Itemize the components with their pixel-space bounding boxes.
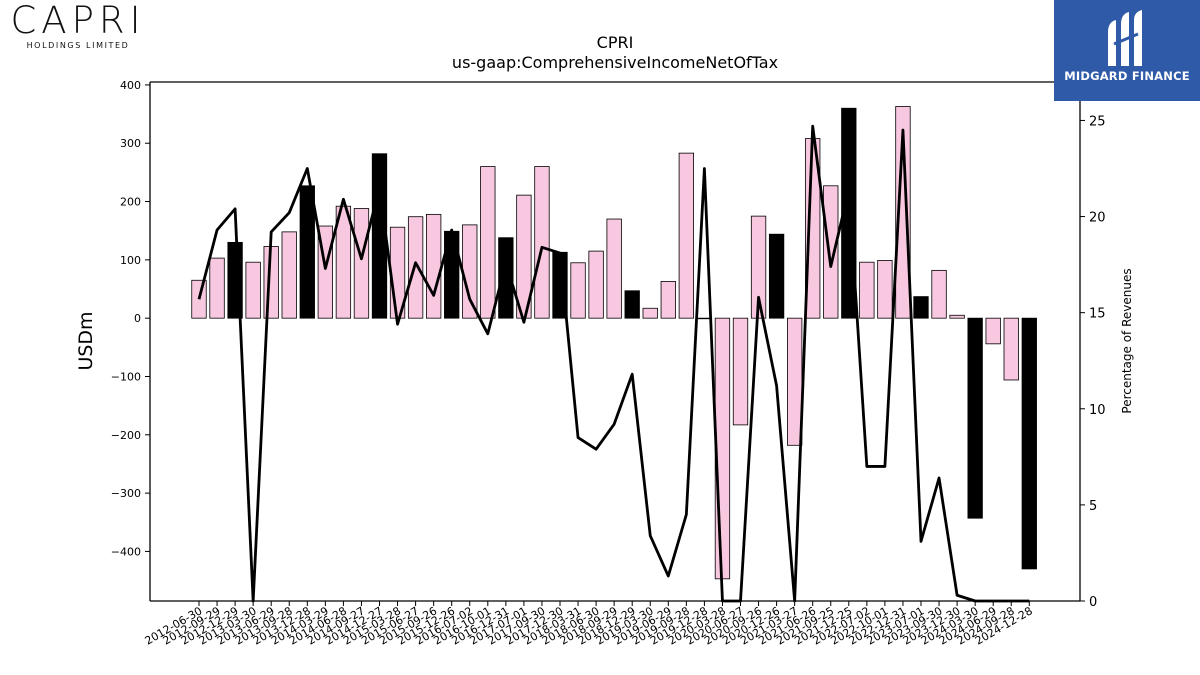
bar-2013-03-30	[245, 261, 261, 319]
bar-2018-12-29	[624, 290, 640, 319]
bar-2023-07-01	[913, 296, 929, 319]
ratio-line	[197, 124, 1030, 603]
bar-series	[191, 106, 1037, 580]
bar-2022-07-02	[859, 261, 875, 319]
bar-2020-12-26	[768, 233, 785, 319]
bar-2016-07-02	[462, 224, 478, 319]
y2-tick-label: 20	[1089, 211, 1106, 226]
bar-2024-09-28	[1003, 317, 1019, 381]
bar-2019-06-29	[660, 281, 676, 319]
right-axis-ticks: 0 5 10 15 20 25	[1080, 114, 1106, 610]
y-tick-label: −100	[111, 370, 141, 383]
bar-2015-09-26	[425, 213, 442, 319]
midgard-finance-logo: MIDGARD FINANCE	[1054, 0, 1200, 101]
bar-2016-12-31	[498, 237, 514, 319]
bar-2021-09-25	[823, 185, 839, 319]
x-axis-ticks: 2012-06-302012-09-292012-12-292013-03-30…	[143, 601, 1035, 648]
bar-2014-06-28	[335, 205, 352, 319]
midgard-mark-icon	[1108, 10, 1142, 66]
bar-2023-09-30	[931, 269, 947, 319]
y-tick-label: 200	[120, 196, 141, 209]
bar-2014-09-27	[353, 208, 370, 319]
y-tick-label: 400	[120, 79, 141, 92]
capri-logo-subtext: HOLDINGS LIMITED	[26, 41, 130, 50]
bar-2018-03-31	[570, 262, 586, 319]
bar-2020-06-27	[732, 317, 749, 426]
bar-2022-10-01	[877, 260, 893, 319]
y2-tick-label: 5	[1089, 499, 1097, 514]
axes	[149, 81, 1081, 602]
bar-2016-10-01	[480, 166, 496, 319]
midgard-logo-text: MIDGARD FINANCE	[1064, 69, 1190, 83]
capri-logo: CAPRI HOLDINGS LIMITED	[4, 2, 152, 52]
y-tick-label: 0	[134, 312, 141, 325]
y2-tick-label: 10	[1089, 403, 1106, 418]
bar-2019-09-28	[678, 152, 694, 319]
y-tick-label: 100	[120, 254, 141, 267]
bar-2024-03-30	[967, 317, 983, 519]
bar-2013-09-28	[281, 231, 297, 319]
bar-2021-03-27	[787, 317, 803, 446]
chart-subtitle: us-gaap:ComprehensiveIncomeNetOfTax	[452, 53, 778, 72]
bar-2013-12-28	[299, 185, 315, 319]
y-axis-label: USDm	[75, 311, 97, 370]
bar-2024-06-29	[985, 317, 1001, 345]
bar-2012-06-30	[191, 279, 207, 319]
y-tick-label: −200	[111, 429, 141, 442]
y2-tick-label: 25	[1089, 114, 1106, 129]
y-tick-label: −300	[111, 487, 141, 500]
bar-2018-09-29	[606, 218, 622, 319]
bar-2024-12-28	[1021, 317, 1037, 570]
y-tick-label: 300	[120, 137, 141, 150]
left-axis-ticks: −400 −300 −200 −100 0 100 200 300 400	[111, 79, 150, 558]
chart-title: CPRI	[597, 33, 634, 52]
bar-2022-12-31	[895, 106, 911, 319]
y2-tick-label: 15	[1089, 307, 1106, 322]
bar-2018-06-30	[588, 250, 604, 319]
bar-2023-12-30	[949, 314, 965, 319]
y2-axis-label: Percentage of Revenues	[1120, 268, 1134, 413]
bar-2012-09-29	[209, 257, 225, 319]
line-series	[197, 124, 1030, 603]
y-tick-label: −400	[111, 545, 141, 558]
bar-2017-09-30	[534, 166, 550, 319]
capri-logo-text: CAPRI	[10, 0, 146, 42]
y2-tick-label: 0	[1089, 595, 1097, 610]
bar-2019-03-30	[642, 307, 658, 319]
